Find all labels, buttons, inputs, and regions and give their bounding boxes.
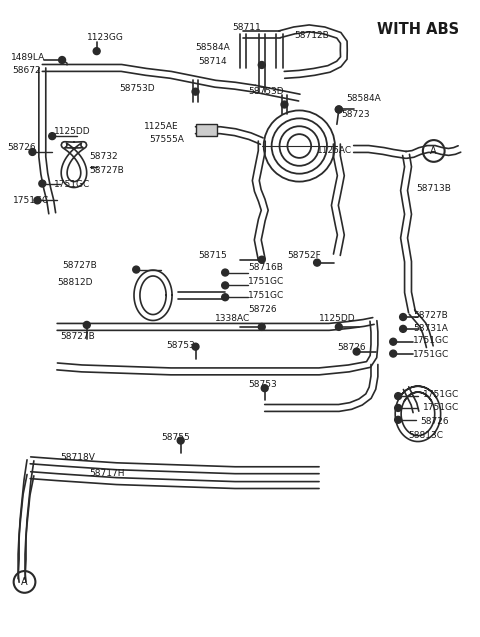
Circle shape bbox=[400, 326, 407, 333]
Text: 1489LA: 1489LA bbox=[11, 53, 45, 62]
Text: 1751GC: 1751GC bbox=[423, 403, 459, 412]
Circle shape bbox=[59, 57, 66, 64]
Circle shape bbox=[258, 256, 265, 263]
Text: 58726: 58726 bbox=[8, 143, 36, 152]
Text: 58712B: 58712B bbox=[294, 31, 329, 40]
Circle shape bbox=[192, 343, 199, 350]
Circle shape bbox=[93, 48, 100, 55]
Circle shape bbox=[222, 294, 228, 301]
Text: 1125AC: 1125AC bbox=[317, 147, 352, 155]
Text: 1751GC: 1751GC bbox=[12, 196, 49, 205]
Text: 58713B: 58713B bbox=[416, 184, 451, 193]
Text: 1751GC: 1751GC bbox=[413, 350, 449, 359]
Text: 58726: 58726 bbox=[248, 304, 276, 313]
Circle shape bbox=[84, 322, 90, 329]
Circle shape bbox=[192, 88, 199, 95]
Text: 58715: 58715 bbox=[199, 251, 227, 261]
Text: 58813C: 58813C bbox=[408, 431, 443, 440]
Text: 1125DD: 1125DD bbox=[319, 315, 356, 324]
Circle shape bbox=[313, 259, 321, 266]
Text: 1751GC: 1751GC bbox=[423, 390, 459, 399]
Circle shape bbox=[133, 266, 140, 273]
Text: 58711: 58711 bbox=[232, 23, 261, 32]
Text: 1751GC: 1751GC bbox=[54, 180, 90, 189]
Text: 58753: 58753 bbox=[166, 341, 194, 350]
Circle shape bbox=[281, 101, 288, 108]
Circle shape bbox=[395, 404, 402, 412]
Text: 1125AE: 1125AE bbox=[144, 122, 179, 131]
Circle shape bbox=[336, 106, 342, 113]
Text: A: A bbox=[21, 577, 28, 587]
Circle shape bbox=[261, 385, 268, 392]
Circle shape bbox=[258, 324, 265, 331]
Bar bbox=[195, 124, 217, 136]
Text: 58726: 58726 bbox=[420, 417, 448, 426]
Text: 58716B: 58716B bbox=[248, 263, 283, 272]
Circle shape bbox=[39, 180, 46, 187]
Text: WITH ABS: WITH ABS bbox=[377, 22, 459, 38]
Text: 58723: 58723 bbox=[341, 110, 370, 119]
Circle shape bbox=[258, 62, 265, 68]
Circle shape bbox=[390, 350, 396, 357]
Text: 1751GC: 1751GC bbox=[413, 336, 449, 345]
Text: 1751GC: 1751GC bbox=[248, 277, 284, 286]
Text: 58727B: 58727B bbox=[90, 166, 124, 175]
Text: 1751GC: 1751GC bbox=[248, 290, 284, 300]
Text: 58718V: 58718V bbox=[60, 453, 95, 462]
Text: 58714: 58714 bbox=[199, 57, 227, 66]
Text: 58584A: 58584A bbox=[347, 94, 382, 103]
Circle shape bbox=[177, 437, 184, 444]
Circle shape bbox=[395, 392, 402, 399]
Text: 58584A: 58584A bbox=[195, 43, 230, 52]
Text: A: A bbox=[431, 146, 437, 156]
Text: 1125DD: 1125DD bbox=[54, 127, 91, 136]
Circle shape bbox=[353, 348, 360, 355]
Text: 58672: 58672 bbox=[12, 66, 41, 75]
Text: 58753D: 58753D bbox=[120, 84, 155, 93]
Text: 57555A: 57555A bbox=[149, 134, 184, 143]
Text: 58753D: 58753D bbox=[248, 87, 284, 96]
Text: 58755: 58755 bbox=[161, 433, 190, 442]
Text: 58731A: 58731A bbox=[413, 324, 448, 333]
Circle shape bbox=[49, 132, 56, 140]
Text: 1123GG: 1123GG bbox=[87, 32, 124, 42]
Text: 58812D: 58812D bbox=[57, 278, 93, 287]
Circle shape bbox=[400, 313, 407, 320]
Text: 58727B: 58727B bbox=[62, 261, 97, 270]
Circle shape bbox=[336, 106, 342, 113]
Text: 58727B: 58727B bbox=[413, 311, 448, 320]
Text: 58753: 58753 bbox=[248, 380, 276, 389]
Circle shape bbox=[29, 148, 36, 155]
Circle shape bbox=[336, 324, 342, 331]
Circle shape bbox=[395, 417, 402, 423]
Text: 58727B: 58727B bbox=[60, 333, 95, 341]
Text: 58717H: 58717H bbox=[90, 469, 125, 478]
Circle shape bbox=[34, 197, 41, 204]
Text: 58732: 58732 bbox=[90, 152, 119, 161]
Circle shape bbox=[222, 269, 228, 276]
Text: 58726: 58726 bbox=[337, 343, 365, 352]
Circle shape bbox=[390, 338, 396, 345]
Text: 58752F: 58752F bbox=[288, 251, 321, 261]
Text: 1338AC: 1338AC bbox=[216, 315, 251, 324]
Circle shape bbox=[222, 282, 228, 289]
